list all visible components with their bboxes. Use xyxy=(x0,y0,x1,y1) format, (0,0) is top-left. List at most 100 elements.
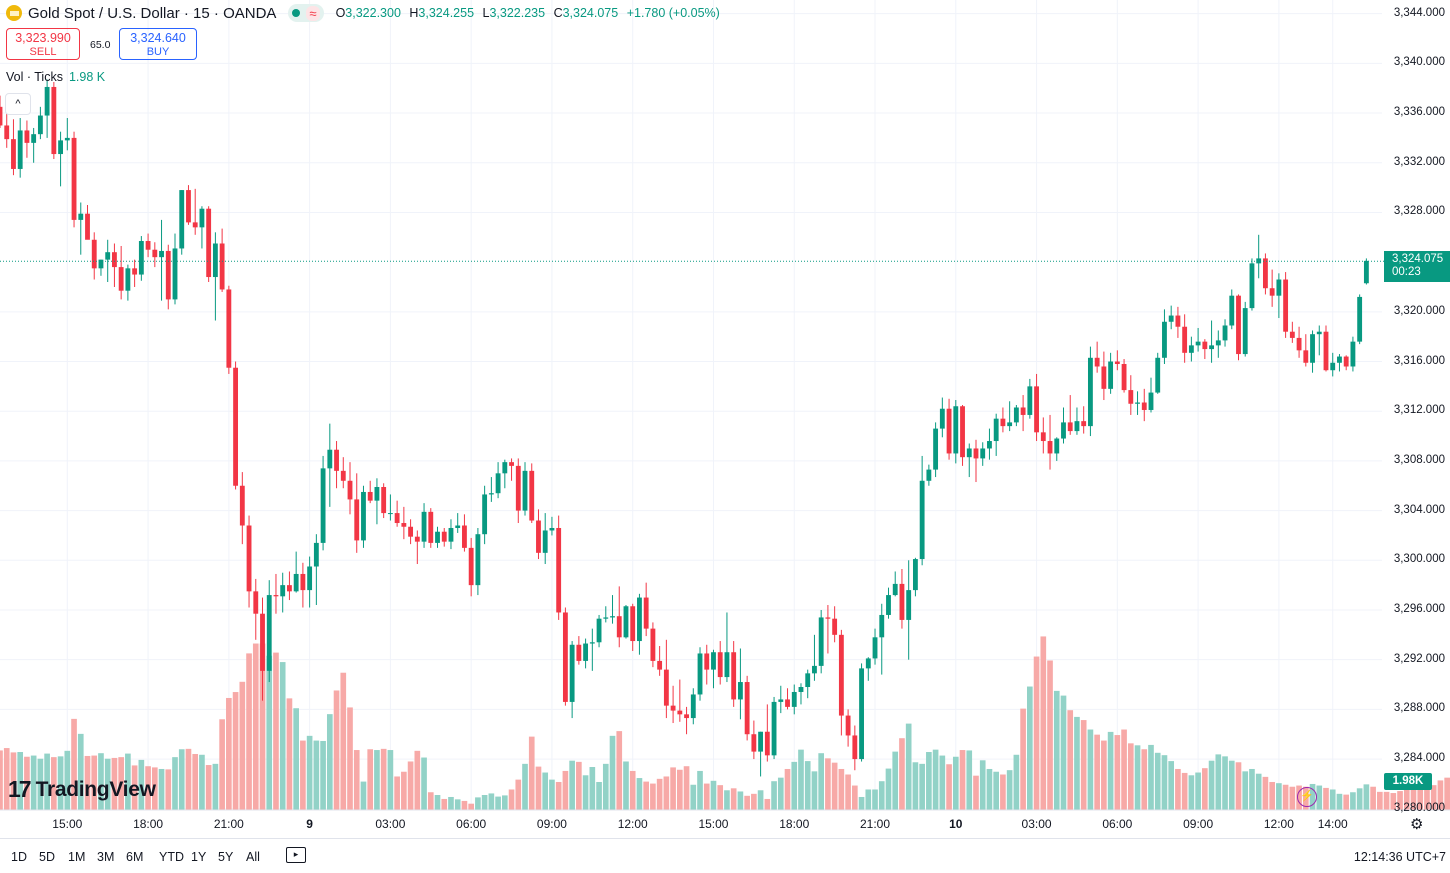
candle xyxy=(374,478,380,525)
volume-bar xyxy=(239,681,246,810)
range-button-6m[interactable]: 6M xyxy=(126,850,144,864)
price-tick-label: 3,320.000 xyxy=(1393,304,1445,317)
candle xyxy=(293,551,299,593)
change-value: +1.780 (+0.05%) xyxy=(626,6,720,20)
market-open-dot-icon xyxy=(292,9,301,17)
bar-countdown: 00:23 xyxy=(1392,266,1421,278)
volume-bar xyxy=(986,768,993,810)
time-tick-label: 15:00 xyxy=(698,817,729,831)
volume-bar xyxy=(1080,720,1087,810)
candle xyxy=(280,572,286,613)
volume-bar xyxy=(380,748,387,810)
candle xyxy=(562,607,568,706)
candle xyxy=(919,455,925,566)
candle xyxy=(1034,373,1039,442)
candle xyxy=(751,720,757,760)
volume-bar xyxy=(387,750,394,810)
volume-bar xyxy=(1127,743,1134,810)
range-button-ytd[interactable]: YTD xyxy=(159,850,184,864)
candle xyxy=(711,649,716,689)
candle xyxy=(260,597,265,701)
candle xyxy=(212,232,218,321)
candle xyxy=(569,641,575,719)
range-button-5y[interactable]: 5Y xyxy=(218,850,234,864)
volume-bar xyxy=(1053,690,1060,810)
market-status-badge[interactable]: ≈ xyxy=(288,4,324,22)
candle xyxy=(320,455,326,551)
range-button-1d[interactable]: 1D xyxy=(11,850,27,864)
tradingview-mark-icon: 17 xyxy=(8,776,32,802)
volume-bar xyxy=(475,797,481,810)
range-button-1y[interactable]: 1Y xyxy=(191,850,207,864)
bolt-icon[interactable]: ⚡ xyxy=(1297,787,1317,807)
volume-bar xyxy=(1006,770,1013,810)
time-tick-label: 9 xyxy=(306,817,313,831)
volume-bar xyxy=(71,718,77,810)
candle xyxy=(865,657,871,681)
volume-bar xyxy=(737,791,744,810)
range-button-3m[interactable]: 3M xyxy=(97,850,115,864)
candle xyxy=(24,120,30,158)
buy-button[interactable]: 3,324.640 BUY xyxy=(119,28,197,60)
volume-bar xyxy=(703,783,710,810)
sell-button[interactable]: 3,323.990 SELL xyxy=(6,28,80,60)
candle xyxy=(758,731,764,777)
volume-bar xyxy=(125,753,131,810)
volume-legend[interactable]: Vol · Ticks 1.98 K xyxy=(6,70,105,84)
tradingview-logo[interactable]: 17 TradingView xyxy=(8,776,156,803)
volume-bar xyxy=(266,655,273,810)
candle xyxy=(576,636,582,665)
candle xyxy=(596,614,602,648)
candle xyxy=(1357,294,1363,345)
candle xyxy=(340,457,346,489)
volume-bar xyxy=(602,763,609,810)
volume-bar xyxy=(111,757,118,810)
volume-bar xyxy=(804,761,811,810)
symbol-title[interactable]: Gold Spot / U.S. Dollar · 15 · OANDA xyxy=(28,4,277,22)
volume-bar xyxy=(1390,793,1397,810)
candle xyxy=(387,494,393,521)
candle xyxy=(132,259,138,287)
candle xyxy=(138,236,144,281)
volume-bar xyxy=(912,762,919,810)
volume-bar xyxy=(757,790,764,810)
volume-bar xyxy=(1067,710,1074,810)
volume-bar xyxy=(831,762,838,810)
volume-bar xyxy=(252,643,259,810)
candle xyxy=(266,580,272,683)
volume-bar xyxy=(1276,783,1282,810)
range-button-5d[interactable]: 5D xyxy=(39,850,55,864)
gear-icon[interactable]: ⚙ xyxy=(1410,816,1424,833)
candle xyxy=(717,641,723,685)
collapse-legend-button[interactable]: ^ xyxy=(5,93,31,115)
volume-bar xyxy=(246,653,252,810)
range-button-1m[interactable]: 1M xyxy=(68,850,86,864)
volume-bar xyxy=(138,759,145,810)
candle xyxy=(441,527,447,547)
candle xyxy=(1256,234,1262,279)
candle xyxy=(926,464,932,486)
time-tick-label: 18:00 xyxy=(133,817,164,831)
volume-bar xyxy=(131,765,138,810)
candle xyxy=(428,508,434,548)
compare-date-range-icon[interactable]: ▸ xyxy=(286,847,306,863)
candle xyxy=(287,571,292,601)
sell-price: 3,323.990 xyxy=(15,31,71,45)
time-tick-label: 12:00 xyxy=(1263,817,1294,831)
volume-bar xyxy=(104,758,111,810)
candle xyxy=(684,706,689,735)
volume-bar xyxy=(744,795,750,810)
candle xyxy=(401,506,407,540)
candle xyxy=(1229,289,1235,330)
range-button-all[interactable]: All xyxy=(246,850,260,864)
candle xyxy=(0,95,3,128)
volume-bar xyxy=(656,778,663,810)
candle xyxy=(1101,351,1107,401)
volume-bar xyxy=(676,769,683,810)
candle xyxy=(515,458,521,524)
price-tick-label: 3,332.000 xyxy=(1393,155,1445,168)
volume-bar xyxy=(1383,791,1390,810)
candle xyxy=(1289,321,1295,343)
candle xyxy=(630,603,636,651)
